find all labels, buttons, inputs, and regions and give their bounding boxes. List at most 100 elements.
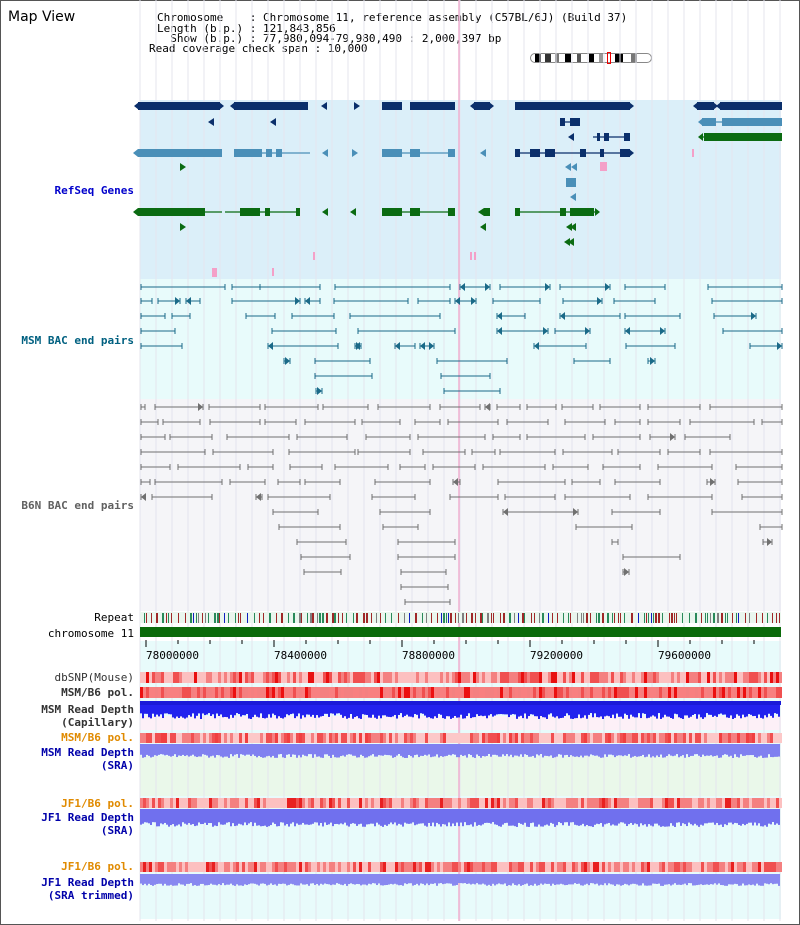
read-depth-bar — [416, 874, 418, 884]
polymorphism-cell — [560, 733, 563, 743]
read-depth-bar — [766, 744, 768, 758]
polymorphism-cell — [755, 862, 758, 872]
read-depth-bar — [332, 701, 334, 714]
polymorphism-cell — [659, 862, 662, 872]
repeat-element — [646, 613, 647, 623]
polymorphism-cell — [263, 687, 266, 698]
polymorphism-cell — [191, 862, 194, 872]
read-depth-bar — [158, 744, 160, 755]
read-depth-bar — [598, 701, 600, 718]
polymorphism-cell — [281, 798, 284, 808]
read-depth-bar — [388, 701, 390, 717]
track-label-jf1-b6-pol-2[interactable]: JF1/B6 pol. — [61, 860, 134, 873]
read-depth-bar — [668, 701, 670, 717]
read-depth-bar — [202, 809, 204, 825]
track-label-jf1-depth-trimmed[interactable]: JF1 Read Depth (SRA trimmed) — [41, 876, 134, 902]
read-depth-bar — [378, 809, 380, 825]
polymorphism-cell — [254, 687, 257, 698]
polymorphism-cell — [773, 672, 776, 683]
polymorphism-cell — [359, 862, 362, 872]
read-depth-bar — [376, 744, 378, 757]
track-label-b6n-bac[interactable]: B6N BAC end pairs — [21, 499, 134, 512]
track-label-msm-b6-pol-2[interactable]: MSM/B6 pol. — [61, 731, 134, 744]
read-depth-bar — [450, 701, 452, 719]
read-depth-bar — [646, 744, 648, 757]
read-depth-bar — [506, 744, 508, 755]
read-depth-bar — [572, 744, 574, 757]
polymorphism-cell — [356, 862, 359, 872]
polymorphism-cell — [494, 687, 497, 698]
bac-end-marker — [777, 342, 782, 350]
read-depth-bar — [552, 701, 554, 717]
read-depth-bar — [584, 701, 586, 716]
read-depth-bar — [714, 874, 716, 884]
track-label-jf1-depth-sra[interactable]: JF1 Read Depth (SRA) — [41, 811, 134, 837]
read-depth-bar — [626, 874, 628, 885]
polymorphism-cell — [758, 862, 761, 872]
read-depth-bar — [344, 701, 346, 717]
track-label-chromosome[interactable]: chromosome 11 — [47, 627, 134, 640]
polymorphism-cell — [320, 687, 323, 698]
read-depth-bar — [326, 744, 328, 755]
read-depth-bar — [214, 809, 216, 826]
polymorphism-cell — [479, 862, 482, 872]
polymorphism-cell — [776, 687, 779, 698]
polymorphism-cell — [569, 687, 572, 698]
polymorphism-cell — [587, 672, 590, 683]
polymorphism-cell — [443, 733, 446, 743]
read-depth-bar — [776, 744, 778, 757]
track-label-dbsnp[interactable]: dbSNP(Mouse) — [54, 671, 134, 684]
track-label-msm-depth-sra[interactable]: MSM Read Depth (SRA) — [41, 746, 134, 772]
read-depth-bar — [468, 701, 470, 714]
read-depth-bar — [552, 809, 554, 824]
polymorphism-cell — [662, 733, 665, 743]
read-depth-bar — [248, 874, 250, 885]
read-depth-bar — [288, 744, 290, 755]
read-depth-bar — [754, 874, 756, 886]
read-depth-bar — [514, 809, 516, 827]
repeat-element — [480, 613, 482, 623]
polymorphism-cell — [779, 672, 782, 683]
track-label-repeat[interactable]: Repeat — [94, 611, 134, 624]
read-depth-bar — [228, 809, 230, 823]
track-label-jf1-b6-pol[interactable]: JF1/B6 pol. — [61, 797, 134, 810]
read-depth-bar — [432, 874, 434, 884]
bac-end-marker — [650, 357, 655, 365]
read-depth-bar — [284, 809, 286, 826]
track-label-msm-bac[interactable]: MSM BAC end pairs — [21, 334, 134, 347]
read-depth-bar — [146, 809, 148, 823]
polymorphism-cell — [158, 687, 161, 698]
polymorphism-cell — [377, 733, 380, 743]
read-depth-bar — [154, 809, 156, 823]
read-depth-bar — [242, 874, 244, 886]
polymorphism-cell — [317, 687, 320, 698]
polymorphism-cell — [242, 862, 245, 872]
polymorphism-cell — [362, 798, 365, 808]
read-depth-bar — [360, 809, 362, 824]
polymorphism-cell — [281, 672, 284, 683]
track-label-msm-depth-capillary[interactable]: MSM Read Depth (Capillary) — [41, 703, 134, 729]
polymorphism-cell — [242, 672, 245, 683]
read-depth-bar — [416, 809, 418, 825]
polymorphism-cell — [671, 687, 674, 698]
polymorphism-cell — [518, 672, 521, 683]
track-label-msm-b6-pol[interactable]: MSM/B6 pol. — [61, 686, 134, 699]
polymorphism-cell — [194, 798, 197, 808]
read-depth-bar — [270, 809, 272, 826]
polymorphism-cell — [389, 672, 392, 683]
read-depth-bar — [522, 874, 524, 885]
read-depth-bar — [364, 874, 366, 885]
polymorphism-cell — [167, 687, 170, 698]
polymorphism-cell — [239, 798, 242, 808]
polymorphism-cell — [590, 798, 593, 808]
track-label-refseq[interactable]: RefSeq Genes — [54, 184, 134, 197]
polymorphism-cell — [524, 733, 527, 743]
read-depth-bar — [606, 701, 608, 716]
polymorphism-cell — [608, 672, 611, 683]
read-depth-bar — [730, 809, 732, 823]
read-depth-bar — [178, 701, 180, 719]
read-depth-bar — [472, 701, 474, 718]
read-depth-bar — [728, 874, 730, 885]
read-depth-bar — [152, 744, 154, 757]
